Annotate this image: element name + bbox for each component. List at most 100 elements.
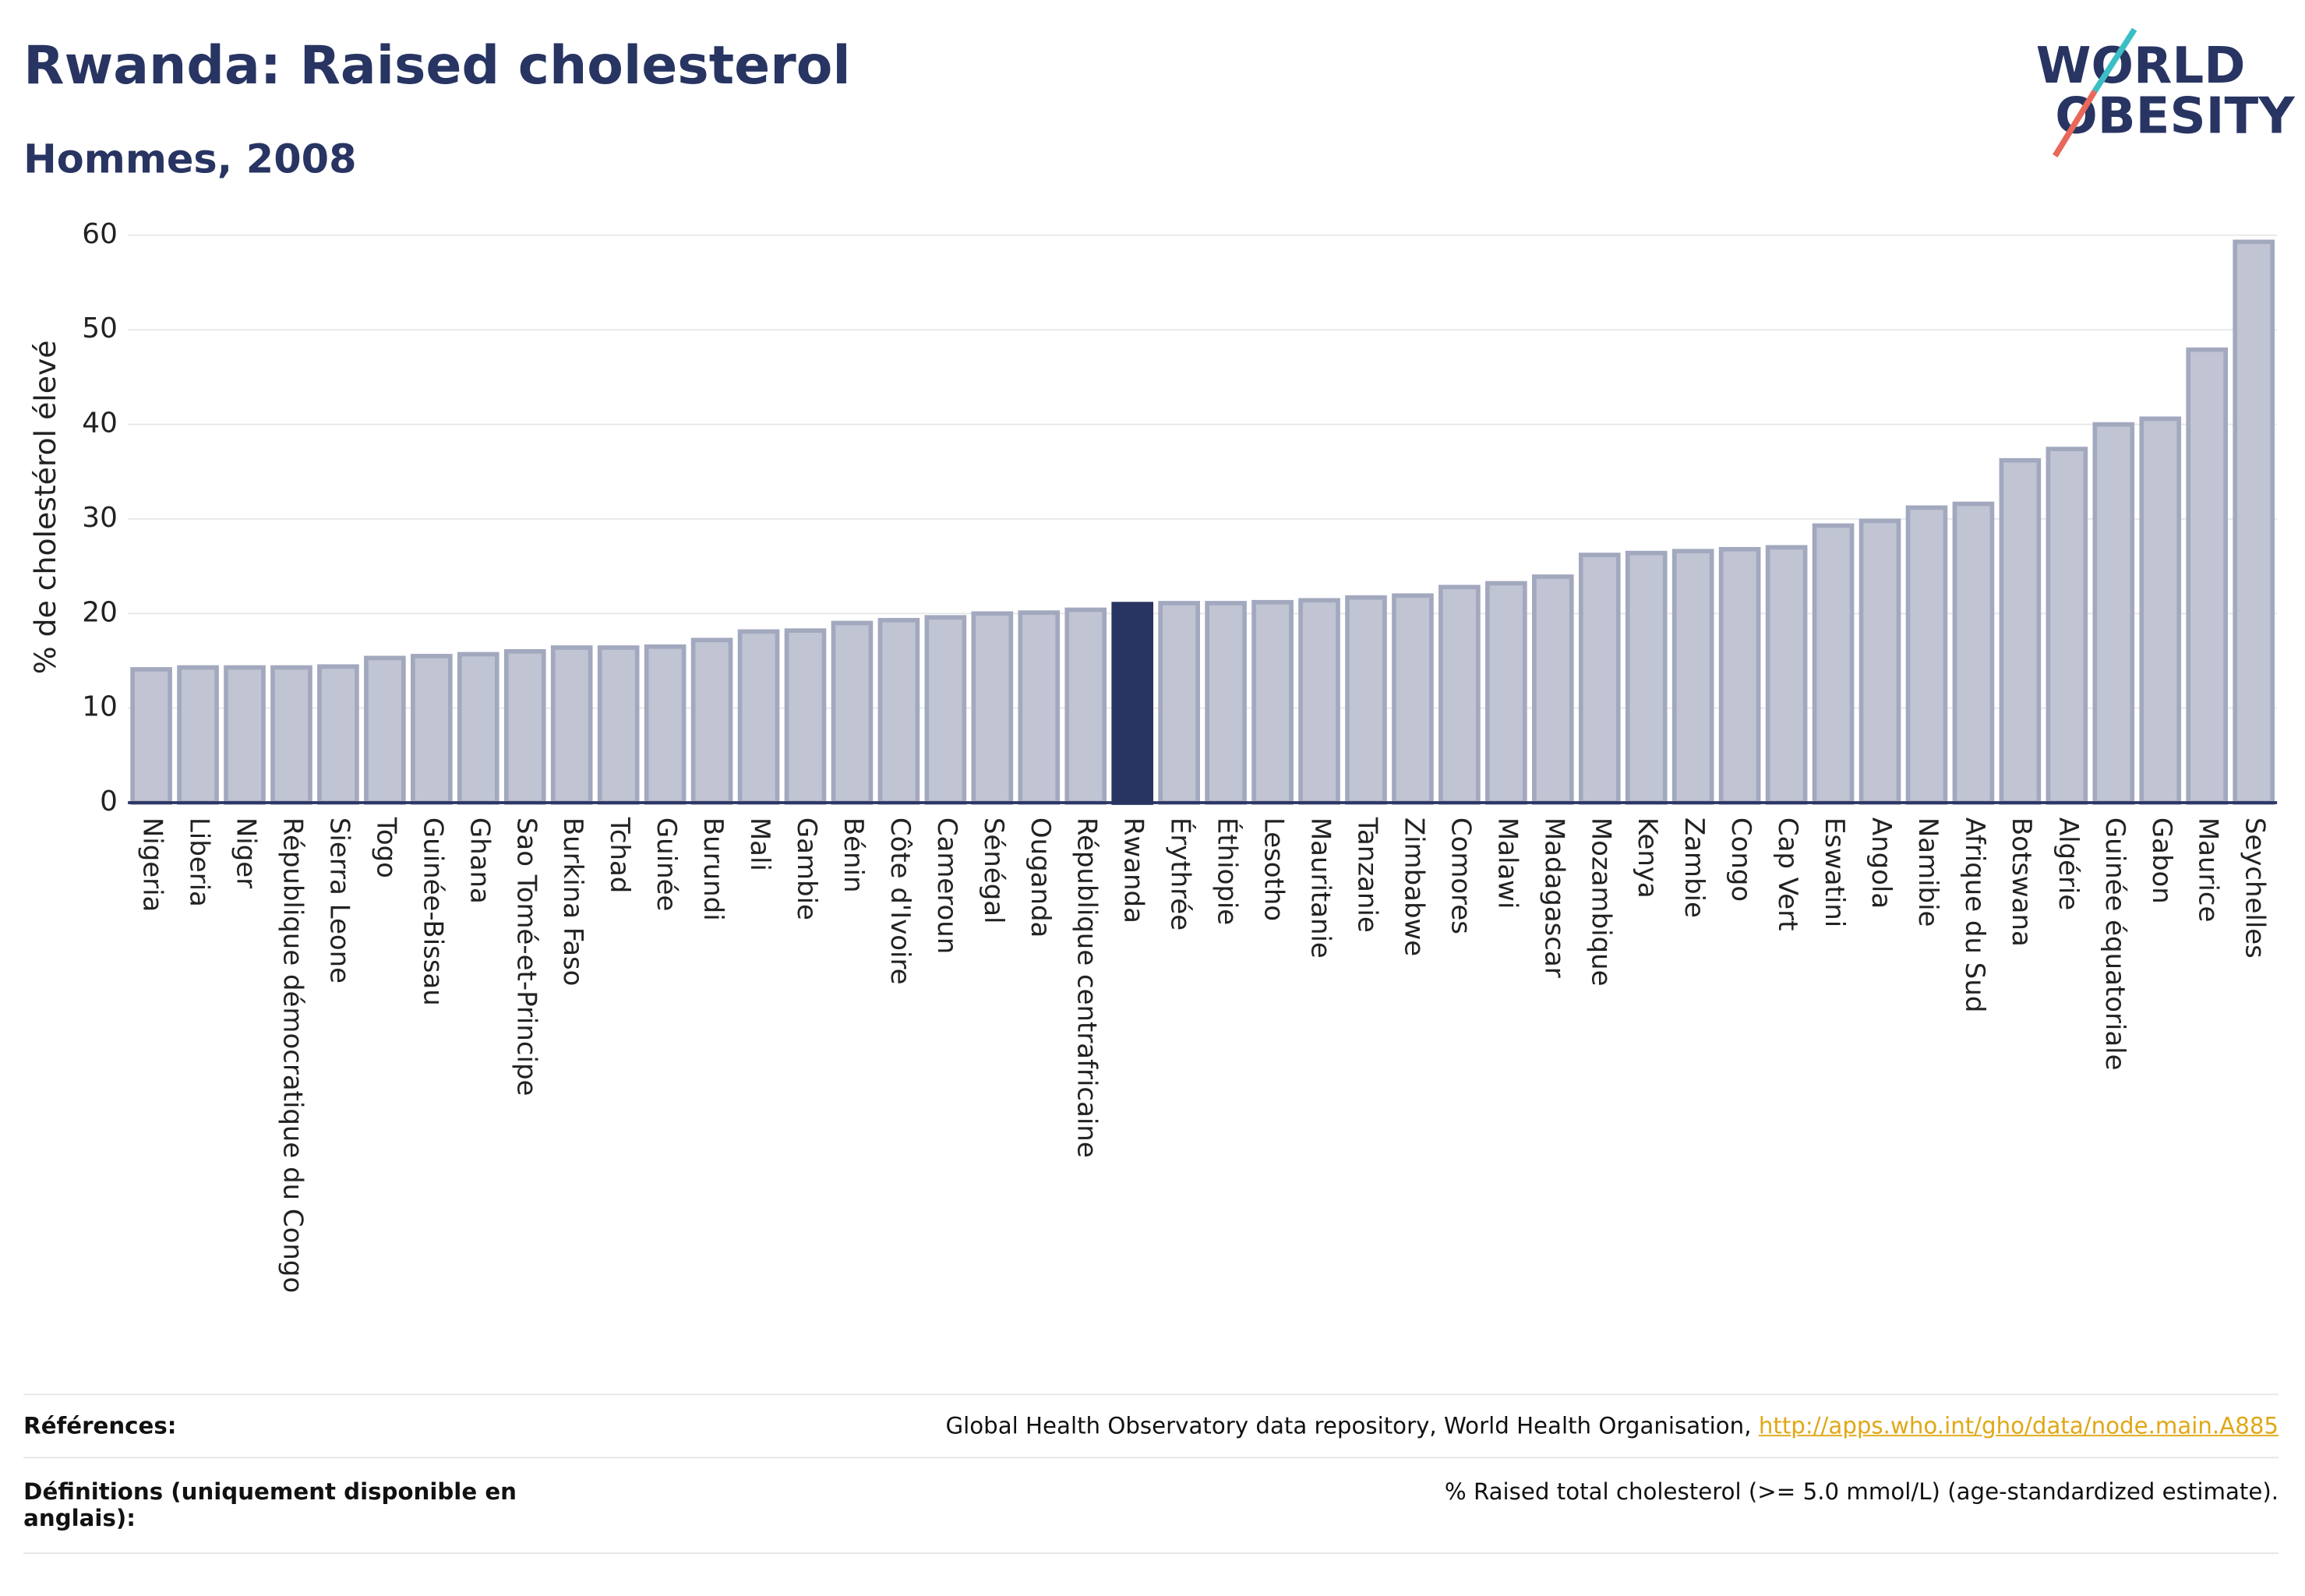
x-tick-label: Burkina Faso [557,817,588,987]
bar [597,645,640,805]
x-tick-label: Burundi [697,817,729,921]
y-tick-label: 10 [82,691,118,723]
x-tick-label: Rwanda [1118,817,1149,923]
x-tick-label: Guinée-Bissau [417,817,448,1006]
bar [1858,518,1901,805]
bar [784,628,827,805]
references-link[interactable]: http://apps.who.int/gho/data/node.main.A… [1758,1412,2279,1439]
x-tick-label: Algérie [2053,817,2084,910]
x-tick-label: Éthiopie [1212,817,1244,925]
bar [877,617,920,805]
x-tick-label: Mauritanie [1305,817,1336,959]
x-tick-label: Côte d'Ivoire [884,817,916,985]
references: Global Health Observatory data repositor… [945,1413,2279,1439]
bar [644,644,687,805]
bar [1765,545,1808,805]
references-text: Global Health Observatory data repositor… [945,1412,1752,1439]
bar [1812,523,1855,805]
x-tick-label: Sao Tomé-et-Principe [510,817,542,1096]
x-tick-label: Kenya [1632,817,1663,899]
x-tick-label: Érythrée [1165,817,1197,930]
x-tick-label: Ghana [464,817,495,904]
bar [1718,546,1761,805]
bar [130,667,172,805]
bar [1485,581,1527,805]
bar [1205,601,1247,805]
bar [971,611,1014,805]
x-tick-label: Lesotho [1258,817,1290,921]
y-axis-label: % de cholestérol élevé [28,340,62,674]
x-tick-label: République centrafricaine [1071,817,1103,1158]
x-tick-label: Congo [1725,817,1756,902]
bar [737,629,780,805]
x-tick-label: Maurice [2193,817,2224,923]
y-tick-label: 20 [82,596,118,628]
x-tick-label: Botswana [2006,817,2037,947]
bar [1111,602,1154,805]
x-tick-label: Gabon [2146,817,2177,904]
bar [924,615,967,805]
y-tick-label: 30 [82,502,118,534]
logo-stroke [2092,27,2137,94]
x-tick-label: Afrique du Sud [1959,817,1990,1013]
x-tick-label: Angola [1866,817,1897,909]
x-tick-label: Zimbabwe [1398,817,1429,956]
references-label: Références: [23,1412,177,1439]
x-tick-label: Gambie [791,817,822,920]
bar [1251,599,1294,805]
x-tick-label: Malawi [1491,817,1523,909]
bar [1438,584,1481,805]
chart: Rwanda: Raised cholesterol Hommes, 2008 … [23,27,2296,1293]
bar [411,654,453,805]
logo-text: WORLD [2036,37,2246,95]
y-tick-label: 50 [82,312,118,344]
x-tick-label: Comores [1445,817,1476,934]
x-tick-label: Cameroun [931,817,962,954]
bar [1578,553,1621,805]
x-tick-label: Guinée équatoriale [2099,817,2130,1071]
bar [690,637,733,805]
definitions-row: Définitions (uniquement disponible en an… [23,1457,2279,1555]
x-tick-label: Mali [744,817,775,871]
x-tick-label: République démocratique du Congo [277,817,308,1293]
bar [503,649,546,805]
bar [1018,610,1061,805]
definitions-text: % Raised total cholesterol (>= 5.0 mmol/… [1444,1478,2279,1506]
x-tick-label: Mozambique [1585,817,1616,987]
references-row: Références: Global Health Observatory da… [23,1393,2279,1457]
bar [2233,239,2275,805]
bar [1158,601,1200,805]
x-tick-label: Liberia [184,817,215,907]
bar [317,664,359,805]
bar [550,645,593,805]
bar [1999,457,2042,805]
x-tick-label: Zambie [1678,817,1710,918]
x-tick-label: Madagascar [1538,817,1569,978]
chart-subtitle: Hommes, 2008 [23,137,356,183]
x-tick-label: Sierra Leone [323,817,355,983]
bar [364,655,406,805]
bar [2092,422,2135,805]
bar [1345,595,1387,805]
x-tick-label: Seychelles [2240,817,2271,959]
bar [2186,347,2229,805]
bar [224,665,266,805]
y-tick-label: 0 [100,786,118,817]
x-tick-label: Eswatini [1819,817,1850,927]
bar [177,665,219,805]
bar [457,651,499,805]
x-tick-label: Nigeria [137,817,168,912]
bar [1298,598,1340,805]
bar [270,665,312,805]
x-tick-label: Niger [231,817,262,888]
bar [1064,607,1107,805]
definitions-label: Définitions (uniquement disponible en an… [23,1478,517,1532]
x-tick-label: Tchad [604,817,635,893]
y-tick-label: 40 [82,408,118,440]
x-tick-label: Tanzanie [1351,817,1382,933]
x-tick-label: Cap Vert [1772,817,1803,931]
x-tick-label: Guinée [651,817,682,912]
bar [831,620,874,805]
x-tick-label: Bénin [838,817,869,893]
